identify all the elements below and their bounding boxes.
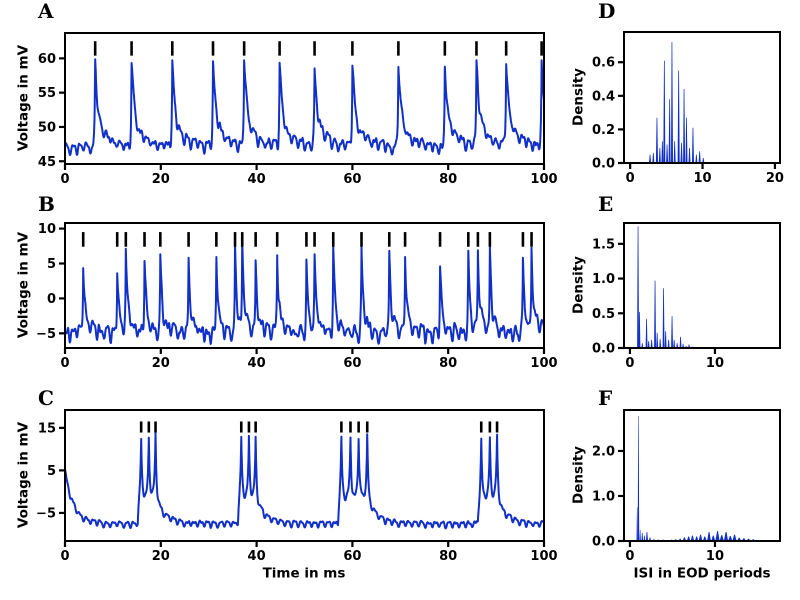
svg-text:20: 20 <box>152 172 170 187</box>
svg-text:0: 0 <box>625 549 634 564</box>
y-axis-label-f: Density <box>570 446 587 504</box>
svg-text:1.0: 1.0 <box>592 489 615 504</box>
svg-text:0.0: 0.0 <box>592 157 615 172</box>
svg-text:0.4: 0.4 <box>592 89 615 104</box>
svg-text:80: 80 <box>439 549 457 564</box>
svg-text:0.5: 0.5 <box>592 307 615 322</box>
svg-text:0: 0 <box>60 356 69 371</box>
svg-text:50: 50 <box>38 120 56 135</box>
svg-text:20: 20 <box>152 356 170 371</box>
svg-text:45: 45 <box>38 155 56 170</box>
svg-text:100: 100 <box>530 172 557 187</box>
svg-text:80: 80 <box>439 356 457 371</box>
svg-text:0: 0 <box>626 171 635 186</box>
svg-text:5: 5 <box>47 464 56 479</box>
panel-label-a: A <box>38 0 54 23</box>
svg-text:1.5: 1.5 <box>592 237 615 252</box>
y-axis-label-d: Density <box>570 68 587 126</box>
svg-text:10: 10 <box>693 171 711 186</box>
svg-text:60: 60 <box>343 549 361 564</box>
panel-label-b: B <box>38 192 55 216</box>
panel-label-f: F <box>598 386 613 410</box>
svg-text:−5: −5 <box>36 327 56 342</box>
svg-text:0: 0 <box>47 292 56 307</box>
svg-text:0.0: 0.0 <box>592 535 615 550</box>
svg-text:0.6: 0.6 <box>592 56 615 71</box>
svg-text:55: 55 <box>38 86 56 101</box>
svg-text:5: 5 <box>47 257 56 272</box>
panel-label-d: D <box>598 0 616 23</box>
svg-text:0: 0 <box>625 356 634 371</box>
svg-text:15: 15 <box>38 421 56 436</box>
svg-text:2.0: 2.0 <box>592 444 615 459</box>
y-axis-label-c: Voltage in mV <box>15 421 32 529</box>
svg-text:10: 10 <box>706 549 724 564</box>
svg-text:20: 20 <box>152 549 170 564</box>
svg-text:60: 60 <box>343 172 361 187</box>
svg-text:60: 60 <box>38 52 56 67</box>
y-axis-label-b: Voltage in mV <box>15 231 32 339</box>
panel-label-c: C <box>38 386 54 410</box>
y-axis-label-a: Voltage in mV <box>15 44 32 152</box>
x-axis-label-time: Time in ms <box>262 565 346 582</box>
panel-label-e: E <box>598 192 614 216</box>
y-axis-label-e: Density <box>570 256 587 314</box>
svg-text:1.0: 1.0 <box>592 272 615 287</box>
svg-text:40: 40 <box>248 172 266 187</box>
svg-text:40: 40 <box>248 549 266 564</box>
svg-text:0: 0 <box>60 172 69 187</box>
svg-text:80: 80 <box>439 172 457 187</box>
svg-text:10: 10 <box>38 222 56 237</box>
svg-text:0.2: 0.2 <box>592 123 615 138</box>
svg-text:0: 0 <box>60 549 69 564</box>
svg-text:−5: −5 <box>36 506 56 521</box>
svg-text:100: 100 <box>530 356 557 371</box>
svg-text:10: 10 <box>706 356 724 371</box>
svg-text:20: 20 <box>766 171 784 186</box>
svg-text:100: 100 <box>530 549 557 564</box>
svg-text:40: 40 <box>248 356 266 371</box>
svg-text:0.0: 0.0 <box>592 342 615 357</box>
x-axis-label-isi: ISI in EOD periods <box>633 565 771 582</box>
svg-text:60: 60 <box>343 356 361 371</box>
